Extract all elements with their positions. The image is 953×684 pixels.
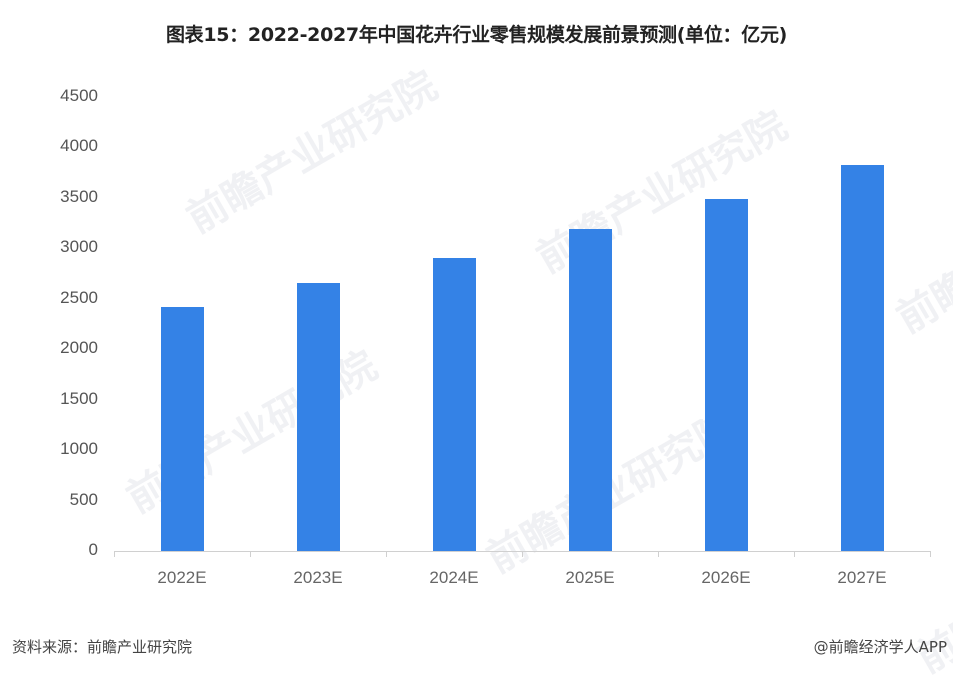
bar-chart: 前瞻产业研究院 前瞻产业研究院 前瞻产业研究院 前瞻产业研究院 前瞻产业研究院 前瞻产业研… [60,62,953,683]
x-tick-mark [930,551,931,557]
x-tick-label: 2026E [701,568,751,587]
x-tick-label: 2027E [837,568,887,587]
y-tick-label: 4500 [60,86,98,105]
x-tick-label: 2024E [429,568,479,587]
y-tick-label: 1000 [60,439,98,459]
x-tick-label: 2022E [157,568,207,587]
x-tick-mark [658,551,659,557]
bar-2025E [568,229,612,551]
watermark-text: 前瞻产业研究院 [529,102,795,283]
y-tick-label: 3000 [60,237,98,257]
bar-2026E [704,198,748,551]
x-tick-mark [522,551,523,557]
x-tick-label: 2023E [293,568,343,587]
chart-title: 图表15：2022-2027年中国花卉行业零售规模发展前景预测(单位：亿元) [165,24,788,46]
x-tick-mark [114,551,115,557]
x-tick-mark [250,551,251,557]
watermark-text: 前瞻产业研究院 [179,62,445,243]
x-tick-label: 2025E [565,568,615,587]
bar-2023E [296,283,340,551]
y-tick-label: 4000 [60,136,98,156]
bar-2022E [160,306,204,551]
credit-note: @前瞻经济学人APP [813,638,947,656]
x-tick-mark [794,551,795,557]
watermark-text: 前瞻产业研究院 [119,342,385,523]
y-tick-label: 1500 [60,388,98,408]
source-note: 资料来源：前瞻产业研究院 [12,638,193,656]
bar-2027E [840,165,884,551]
watermark-text: 前瞻产业研究院 [889,162,953,343]
bar-2024E [432,257,476,551]
y-tick-label: 3500 [60,186,98,206]
x-tick-mark [386,551,387,557]
y-tick-label: 2500 [60,287,98,307]
y-tick-label: 500 [69,489,98,509]
y-tick-label: 2000 [60,338,98,358]
y-tick-label: 0 [88,540,98,559]
